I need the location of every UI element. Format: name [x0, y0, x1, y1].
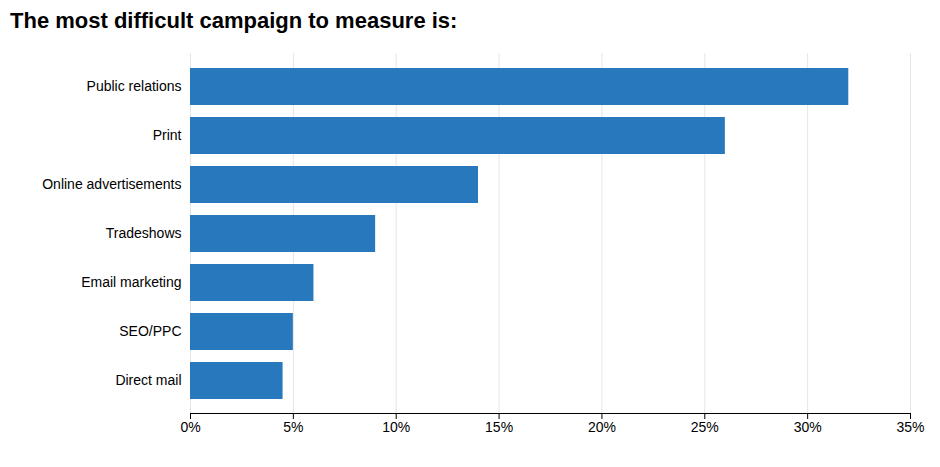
svg-text:Print: Print [153, 127, 182, 143]
html-text:The most difficult campaign to: The most difficult campaign to measure i… [10, 8, 458, 33]
svg-text:25%: 25% [691, 419, 719, 435]
svg-text:Public relations: Public relations [87, 78, 182, 94]
svg-text:0%: 0% [180, 419, 200, 435]
svg-text:15%: 15% [485, 419, 513, 435]
svg-text:30%: 30% [794, 419, 822, 435]
svg-text:35%: 35% [896, 419, 924, 435]
svg-text:20%: 20% [588, 419, 616, 435]
svg-text:Online advertisements: Online advertisements [42, 176, 181, 192]
svg-text:Email marketing: Email marketing [81, 274, 181, 290]
svg-text:Direct mail: Direct mail [115, 372, 181, 388]
svg-text:SEO/PPC: SEO/PPC [119, 323, 181, 339]
svg-text:10%: 10% [382, 419, 410, 435]
svg-text:Tradeshows: Tradeshows [106, 225, 182, 241]
svg-text:5%: 5% [283, 419, 303, 435]
